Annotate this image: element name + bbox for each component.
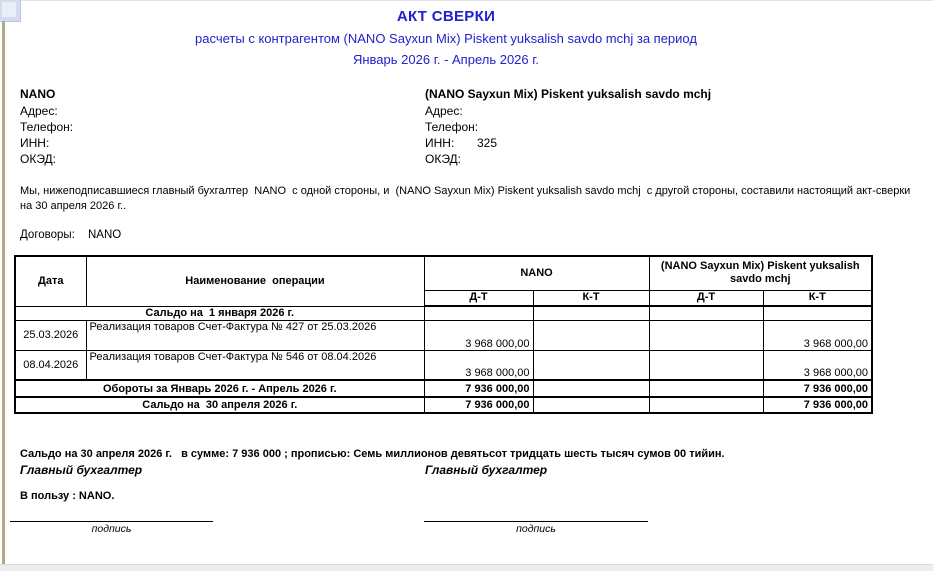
- contracts-value: NANO: [88, 229, 122, 241]
- row-right-debit: [648, 349, 764, 381]
- turnover-left-credit: [532, 379, 650, 398]
- party-left-name: NANO: [20, 87, 56, 101]
- party-left-inn-row: ИНН:: [20, 135, 410, 151]
- document-subtitle-period-range: Январь 2026 г. - Апрель 2026 г.: [352, 52, 540, 67]
- row-right-debit: [648, 319, 764, 351]
- column-header-operation: Наименование операции: [85, 255, 425, 307]
- party-right-address-row: Адрес:: [425, 103, 895, 119]
- scrollbar-corner[interactable]: [0, 0, 21, 22]
- contracts-line: Договоры: NANO: [20, 229, 121, 241]
- signature-caption: подпись: [91, 523, 132, 535]
- closing-right-debit: [648, 396, 764, 414]
- party-right-oked-row: ОКЭД:: [425, 151, 895, 167]
- reconciliation-table: Дата Наименование операции NANO (NANO Sa…: [14, 255, 874, 414]
- phone-label: Телефон:: [20, 120, 74, 134]
- turnover-label: Обороты за Январь 2026 г. - Апрель 2026 …: [14, 379, 425, 398]
- party-right-name: (NANO Sayxun Mix) Piskent yuksalish savd…: [425, 87, 712, 101]
- row-operation: Реализация товаров Счет-Фактура № 546 от…: [85, 349, 425, 381]
- signature-block-right: подпись: [424, 521, 648, 535]
- column-header-left-credit: К-Т: [532, 289, 650, 307]
- preamble-text: Мы, нижеподписавшиеся главный бухгалтер …: [20, 185, 914, 212]
- viewport-top-edge: [21, 0, 933, 1]
- contracts-label: Договоры:: [20, 229, 75, 241]
- turnover-totals-row: Обороты за Январь 2026 г. - Апрель 2026 …: [14, 379, 873, 398]
- group-header-left-company: NANO: [423, 255, 650, 291]
- document-title: АКТ СВЕРКИ: [396, 8, 496, 25]
- signature-block-left: подпись: [10, 521, 213, 535]
- turnover-right-credit: 7 936 000,00: [762, 379, 873, 398]
- party-right-phone-row: Телефон:: [425, 119, 895, 135]
- party-left-block: NANO Адрес: Телефон: ИНН: ОКЭД:: [20, 86, 410, 167]
- oked-label: ОКЭД:: [425, 152, 462, 166]
- party-left-address-row: Адрес:: [20, 103, 410, 119]
- row-left-debit: 3 968 000,00: [423, 319, 534, 351]
- opening-right-credit: [762, 305, 873, 321]
- summary-amount-line: Сальдо на 30 апреля 2026 г. в сумме: 7 9…: [20, 448, 725, 460]
- opening-balance-row: Сальдо на 1 января 2026 г.: [14, 305, 873, 321]
- address-label: Адрес:: [425, 104, 463, 118]
- summary-in-favor-line: В пользу : NANO.: [20, 490, 115, 502]
- closing-left-credit: [532, 396, 650, 414]
- column-header-right-debit: Д-Т: [648, 289, 764, 307]
- signature-caption: подпись: [516, 523, 556, 535]
- row-operation: Реализация товаров Счет-Фактура № 427 от…: [85, 319, 425, 351]
- phone-label: Телефон:: [425, 120, 479, 134]
- inn-value: 325: [477, 136, 498, 150]
- row-right-credit: 3 968 000,00: [762, 319, 873, 351]
- signature-role-right: Главный бухгалтер: [425, 463, 548, 477]
- opening-balance-label: Сальдо на 1 января 2026 г.: [14, 305, 425, 321]
- signature-role-left: Главный бухгалтер: [20, 463, 143, 477]
- row-left-credit: [532, 349, 650, 381]
- turnover-right-debit: [648, 379, 764, 398]
- address-label: Адрес:: [20, 104, 58, 118]
- row-left-debit: 3 968 000,00: [423, 349, 534, 381]
- turnover-left-debit: 7 936 000,00: [423, 379, 534, 398]
- document-header: АКТ СВЕРКИ расчеты с контрагентом (NANO …: [20, 8, 872, 67]
- closing-balance-label: Сальдо на 30 апреля 2026 г.: [14, 396, 425, 414]
- column-header-left-debit: Д-Т: [423, 289, 534, 307]
- signature-line: [10, 521, 213, 522]
- opening-right-debit: [648, 305, 764, 321]
- table-header-row: Дата Наименование операции NANO (NANO Sa…: [14, 255, 873, 307]
- closing-left-debit: 7 936 000,00: [423, 396, 534, 414]
- table-row: 25.03.2026 Реализация товаров Счет-Факту…: [14, 319, 873, 351]
- row-date: 25.03.2026: [14, 319, 87, 351]
- table-subheader-row: Д-Т К-Т Д-Т К-Т: [15, 289, 873, 307]
- column-header-date: Дата: [14, 255, 87, 307]
- viewport-bottom-edge: [0, 564, 933, 571]
- table-row: 08.04.2026 Реализация товаров Счет-Факту…: [14, 349, 873, 381]
- inn-label: ИНН:: [20, 136, 50, 150]
- party-left-oked-row: ОКЭД:: [20, 151, 410, 167]
- party-right-block: (NANO Sayxun Mix) Piskent yuksalish savd…: [425, 86, 895, 167]
- row-date: 08.04.2026: [14, 349, 87, 381]
- scrollbar-corner-inner: [2, 2, 16, 17]
- closing-balance-row: Сальдо на 30 апреля 2026 г. 7 936 000,00…: [14, 396, 873, 414]
- document-subtitle-counterparty: расчеты с контрагентом (NANO Sayxun Mix)…: [195, 31, 697, 46]
- closing-right-credit: 7 936 000,00: [762, 396, 873, 414]
- signature-line: [424, 521, 648, 522]
- party-left-phone-row: Телефон:: [20, 119, 410, 135]
- opening-left-debit: [423, 305, 534, 321]
- party-right-inn-row: ИНН: 325: [425, 135, 895, 151]
- group-header-right-company: (NANO Sayxun Mix) Piskent yuksalish savd…: [648, 255, 873, 291]
- opening-left-credit: [532, 305, 650, 321]
- inn-label: ИНН:: [425, 136, 455, 150]
- oked-label: ОКЭД:: [20, 152, 57, 166]
- row-right-credit: 3 968 000,00: [762, 349, 873, 381]
- summary-block: Сальдо на 30 апреля 2026 г. в сумме: 7 9…: [20, 419, 920, 531]
- row-left-credit: [532, 319, 650, 351]
- column-header-right-credit: К-Т: [762, 289, 873, 307]
- page-left-margin-edge: [2, 21, 5, 571]
